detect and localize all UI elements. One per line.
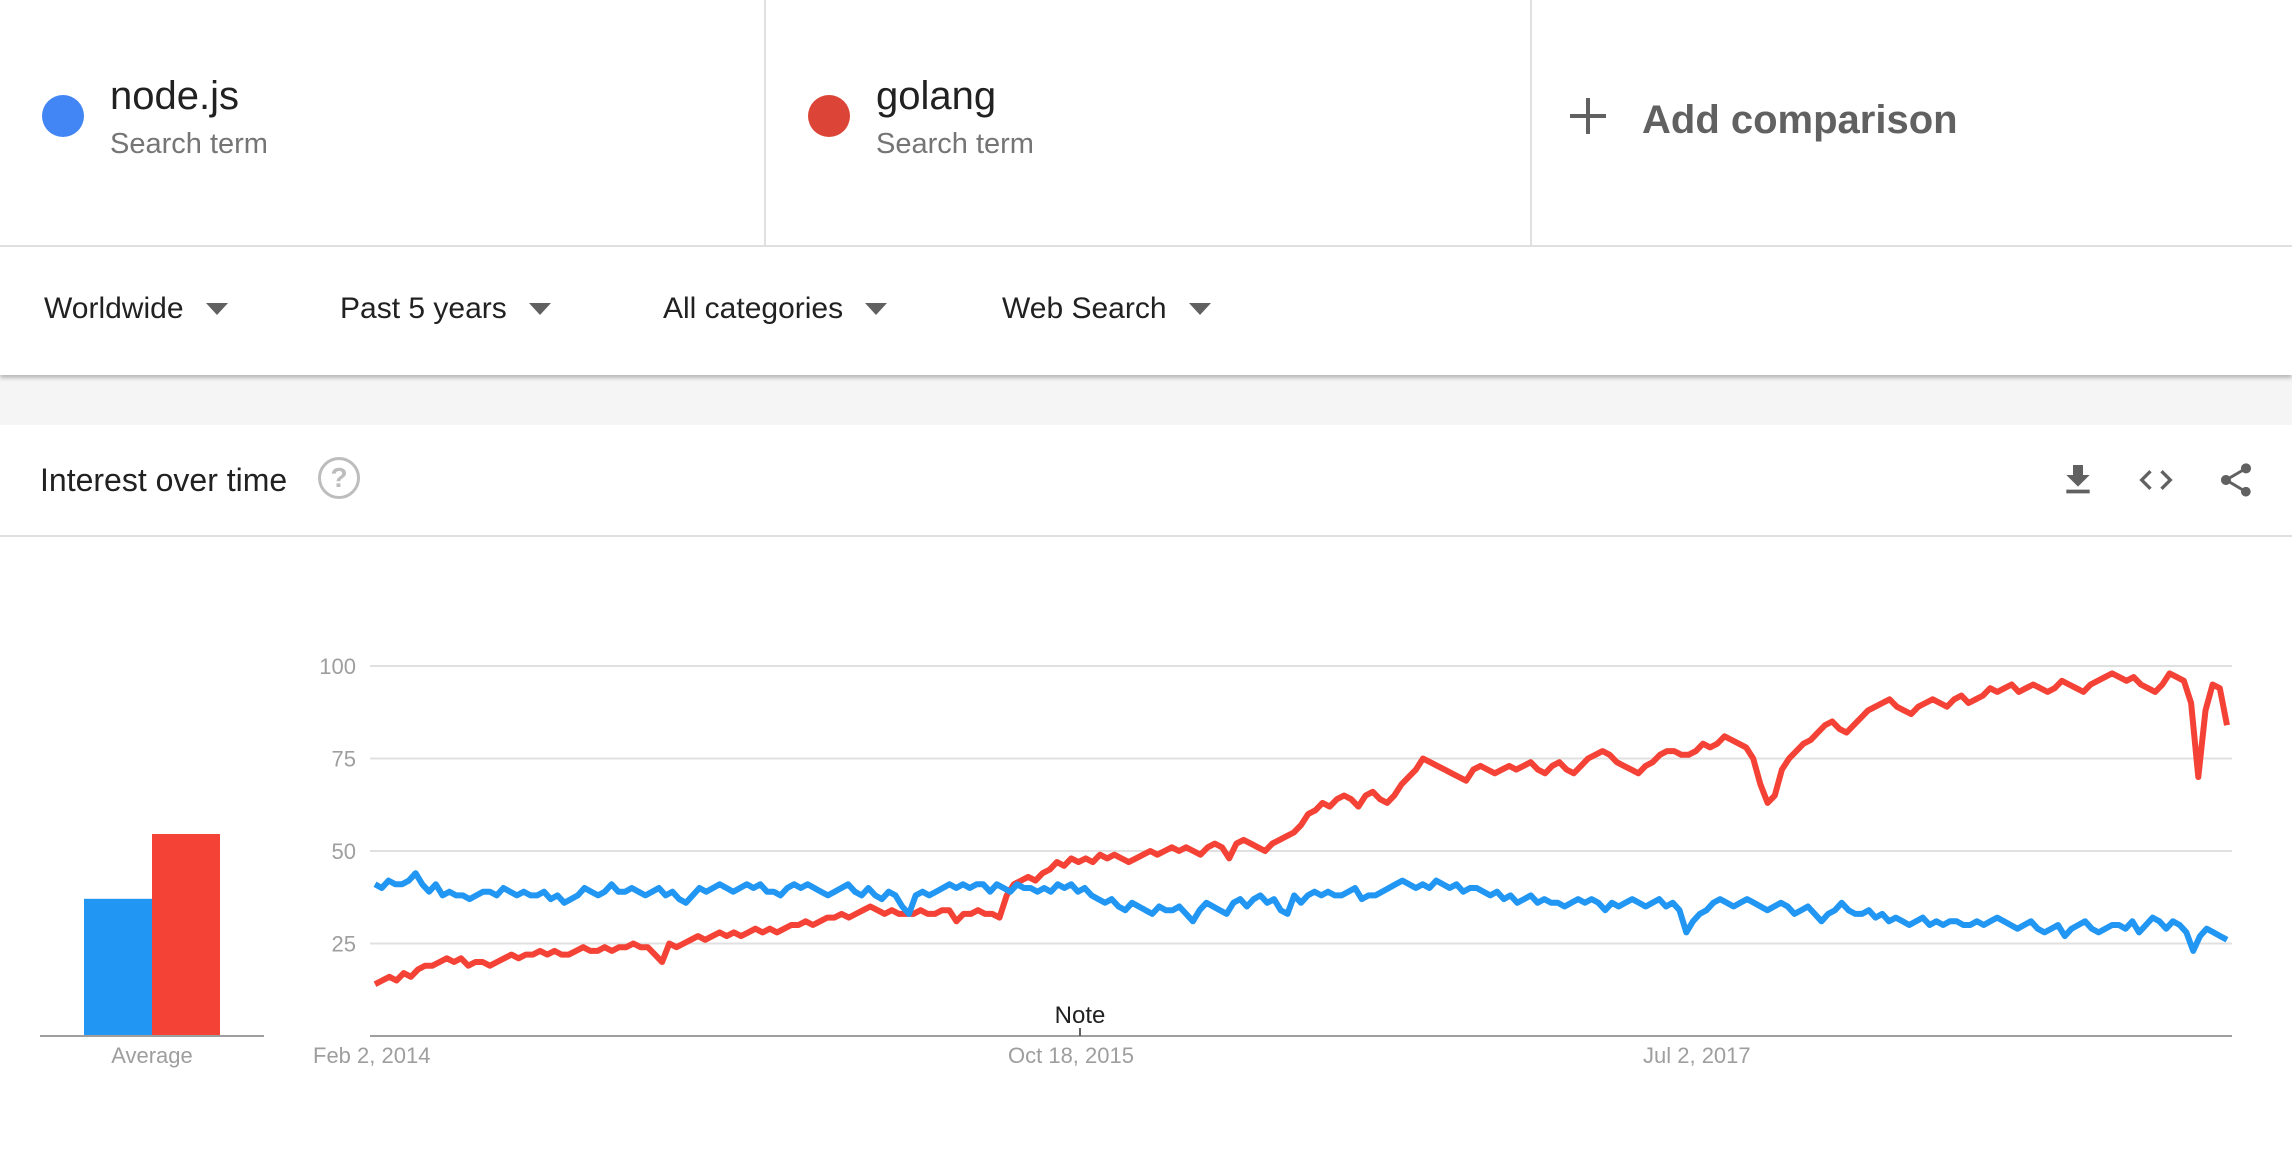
- card-title: Interest over time: [40, 462, 288, 498]
- help-icon[interactable]: ?: [318, 457, 360, 499]
- time-range-dropdown[interactable]: Past 5 years: [340, 292, 551, 326]
- caret-down-icon: [528, 303, 551, 315]
- add-comparison-label: Add comparison: [1642, 98, 1958, 142]
- search-type-dropdown[interactable]: Web Search: [1002, 292, 1211, 326]
- term-name: node.js: [110, 74, 239, 118]
- region-value: Worldwide: [44, 292, 184, 325]
- note-annotation[interactable]: Note: [1055, 1002, 1106, 1029]
- series-color-dot-icon: [42, 95, 84, 137]
- time-range-value: Past 5 years: [340, 292, 507, 325]
- category-value: All categories: [663, 292, 844, 325]
- term-name: golang: [876, 74, 997, 118]
- download-icon[interactable]: [2058, 460, 2098, 500]
- y-tick-label: 50: [332, 839, 356, 864]
- search-terms-row: node.js Search term golang Search term A…: [0, 0, 2292, 247]
- series-line-nodejs: [373, 870, 2229, 954]
- caret-down-icon: [1188, 303, 1211, 315]
- x-tick-label: Oct 18, 2015: [1008, 1043, 1134, 1068]
- filters-bar: Worldwide Past 5 years All categories We…: [0, 247, 2292, 375]
- series-color-dot-icon: [808, 95, 850, 137]
- y-tick-label: 75: [332, 747, 356, 772]
- series-line-golang: [373, 670, 2230, 987]
- term-type-label: Search term: [110, 128, 268, 160]
- average-bar-nodejs: [84, 898, 152, 1036]
- x-axis-labels: Feb 2, 2014 Oct 18, 2015 Jul 2, 2017: [313, 1043, 1751, 1068]
- add-comparison-button[interactable]: Add comparison: [1532, 0, 2292, 245]
- y-tick-label: 100: [319, 654, 356, 679]
- average-label: Average: [111, 1043, 193, 1068]
- average-bars: Average: [40, 834, 264, 1068]
- section-divider: [0, 375, 2292, 425]
- term-card-golang[interactable]: golang Search term: [766, 0, 1532, 245]
- plus-icon: [1570, 98, 1606, 134]
- search-type-value: Web Search: [1002, 292, 1167, 325]
- region-dropdown[interactable]: Worldwide: [44, 292, 228, 326]
- term-type-label: Search term: [876, 128, 1034, 160]
- share-icon[interactable]: [2216, 460, 2256, 500]
- caret-down-icon: [865, 303, 888, 315]
- caret-down-icon: [205, 303, 228, 315]
- average-bar-golang: [152, 834, 220, 1036]
- term-card-nodejs[interactable]: node.js Search term: [0, 0, 766, 245]
- embed-icon[interactable]: [2136, 460, 2176, 500]
- interest-over-time-chart: Average 25 50 75 100 Feb 2, 2014 Oct 18, 201…: [40, 654, 2232, 1068]
- x-tick-label: Feb 2, 2014: [313, 1043, 430, 1068]
- x-tick-label: Jul 2, 2017: [1643, 1043, 1751, 1068]
- category-dropdown[interactable]: All categories: [663, 292, 888, 326]
- y-tick-label: 25: [332, 932, 356, 957]
- y-axis-ticks: 25 50 75 100: [319, 654, 356, 957]
- interest-over-time-header: Interest over time ?: [0, 425, 2292, 537]
